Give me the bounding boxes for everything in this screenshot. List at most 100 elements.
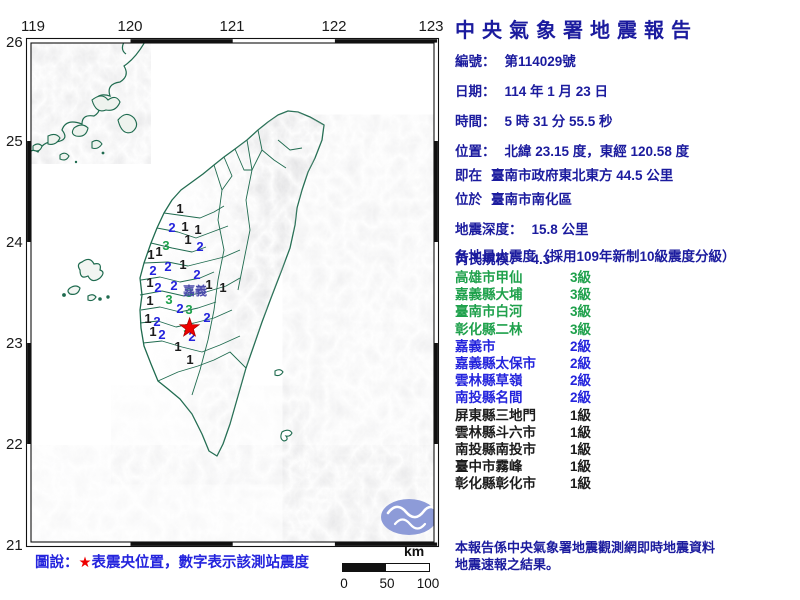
- scale-unit-label: km: [404, 543, 425, 559]
- field-value: 4.3: [531, 252, 551, 267]
- intensity-level: 3級: [570, 270, 592, 285]
- station-intensity-number: 3: [165, 292, 172, 307]
- scale-tick-100: 100: [416, 576, 440, 591]
- report-title: 中央氣象署地震報告: [455, 20, 698, 42]
- lat-tick-26: 26: [6, 34, 23, 51]
- field-value: 114 年 1 月 23 日: [504, 84, 609, 99]
- station-intensity-number: 1: [147, 247, 154, 262]
- field-label: 日期：: [455, 84, 496, 99]
- station-intensity-number: 2: [158, 327, 165, 342]
- station-intensity-number: 2: [164, 259, 171, 274]
- report-field-row: 位於 臺南市南化區: [455, 188, 798, 208]
- station-intensity-number: 2: [154, 280, 161, 295]
- intensity-level: 1級: [570, 441, 592, 457]
- report-field-row: 位置： 北緯 23.15 度，東經 120.58 度: [455, 140, 798, 160]
- intensity-row: 嘉義市 2級: [455, 335, 755, 354]
- scale-tick-0: 0: [340, 576, 348, 591]
- penghu-islands: [62, 258, 110, 302]
- station-intensity-number: 1: [194, 222, 201, 237]
- station-intensity-number: 2: [170, 278, 177, 293]
- field-label: 編號：: [455, 54, 496, 69]
- station-intensity-number: 2: [153, 314, 160, 329]
- footer-line-1: 本報告係中央氣象署地震觀測網即時地震資料: [455, 540, 716, 555]
- intensity-level: 2級: [570, 338, 592, 354]
- intensity-row: 南投縣名間 2級: [455, 386, 755, 406]
- footer-line-2: 地震速報之結果。: [455, 556, 560, 572]
- field-label: 位於: [455, 192, 482, 207]
- field-value: 第114029號: [504, 54, 576, 69]
- station-intensity-number: 1: [174, 339, 181, 354]
- report-fields: 編號： 第114029號 日期： 114 年 1 月 23 日時間： 5 時 31 分 …: [455, 50, 798, 278]
- lon-tick-121: 121: [219, 18, 245, 35]
- intensity-level: 1級: [570, 424, 592, 440]
- intensity-row: 嘉義縣太保市 2級: [455, 352, 755, 371]
- lon-tick-122: 122: [321, 18, 347, 35]
- station-intensity-number: 3: [162, 238, 169, 253]
- report-footer: 本報告係中央氣象署地震觀測網即時地震資料 地震速報之結果。: [455, 540, 715, 573]
- intensity-location: 南投縣名間: [455, 390, 523, 406]
- field-value: 5 時 31 分 55.5 秒: [504, 114, 613, 129]
- field-label: 時間：: [455, 114, 496, 129]
- lat-tick-21: 21: [6, 537, 23, 554]
- intensity-row: 嘉義縣大埔 3級: [455, 283, 755, 303]
- scale-bar: [342, 563, 430, 572]
- intensity-level: 2級: [570, 355, 592, 371]
- intensity-row: 雲林縣斗六市 1級: [455, 421, 755, 440]
- station-intensity-number: 1: [186, 352, 193, 367]
- station-intensity-number: 3: [185, 285, 192, 300]
- intensity-level: 3級: [570, 304, 592, 320]
- station-intensity-number: 1: [181, 219, 188, 234]
- station-intensity-number: 1: [146, 293, 153, 308]
- field-value: 臺南市政府東北東方 44.5 公里: [491, 168, 674, 183]
- report-field-row: 地震深度： 15.8 公里: [455, 218, 798, 238]
- intensity-row: 臺中市霧峰 1級: [455, 455, 755, 475]
- intensity-location: 嘉義縣大埔: [455, 287, 523, 303]
- scale-tick-50: 50: [379, 576, 395, 591]
- lon-tick-119: 119: [21, 18, 45, 35]
- station-intensity-number: 2: [168, 220, 175, 235]
- map-legend: 圖說：★表震央位置，數字表示該測站震度: [35, 551, 309, 572]
- intensity-location: 嘉義縣太保市: [455, 355, 536, 371]
- lat-tick-25: 25: [6, 133, 23, 150]
- intensity-row: 南投縣南投市 1級: [455, 438, 755, 457]
- lon-tick-120: 120: [117, 18, 143, 35]
- intensity-row: 臺南市白河 3級: [455, 300, 755, 320]
- intensity-location: 臺南市白河: [455, 304, 523, 320]
- station-intensity-number: 2: [149, 263, 156, 278]
- intensity-location: 嘉義市: [455, 338, 496, 354]
- intensity-level: 1級: [570, 407, 592, 423]
- intensity-location: 高雄市甲仙: [455, 270, 523, 285]
- legend-prefix: 圖說：: [35, 555, 79, 571]
- intensity-level: 1級: [570, 476, 592, 492]
- intensity-level: 2級: [570, 373, 592, 389]
- intensity-location: 彰化縣彰化市: [455, 476, 536, 492]
- intensity-row: 彰化縣彰化市 1級: [455, 472, 755, 492]
- epicenter-star-icon: ★: [78, 555, 92, 571]
- station-intensity-number: 1: [146, 275, 153, 290]
- station-intensity-number: 1: [219, 280, 226, 295]
- report-field-row: 即在 臺南市政府東北東方 44.5 公里: [455, 164, 798, 184]
- field-label: 位置：: [455, 144, 496, 159]
- intensity-level: 2級: [570, 390, 592, 406]
- china-coast: [31, 43, 145, 164]
- epicenter-star: [178, 316, 201, 337]
- intensity-row: 高雄市甲仙 3級: [455, 266, 755, 285]
- intensity-row: 雲林縣草嶺 2級: [455, 369, 755, 389]
- report-field-row: 編號： 第114029號: [455, 50, 798, 70]
- intensity-location: 臺中市霧峰: [455, 459, 523, 475]
- station-intensity-number: 2: [193, 267, 200, 282]
- map-frame: [25, 37, 440, 548]
- field-value: 北緯 23.15 度，東經 120.58 度: [504, 144, 690, 159]
- report-field-row: 芮氏規模： 4.3: [455, 248, 798, 268]
- field-value: 臺南市南化區: [491, 192, 572, 207]
- station-intensity-number: 1: [144, 311, 151, 326]
- cwa-logo-icon: [381, 499, 434, 535]
- report-field-row: 時間： 5 時 31 分 55.5 秒: [455, 110, 798, 130]
- lat-tick-24: 24: [6, 234, 23, 251]
- lon-tick-123: 123: [418, 18, 444, 35]
- station-intensity-number: 1: [184, 232, 191, 247]
- lat-tick-22: 22: [6, 436, 23, 453]
- field-label: 芮氏規模：: [455, 252, 523, 267]
- map-canvas: 12111231122121221131323122312211嘉義: [31, 43, 434, 542]
